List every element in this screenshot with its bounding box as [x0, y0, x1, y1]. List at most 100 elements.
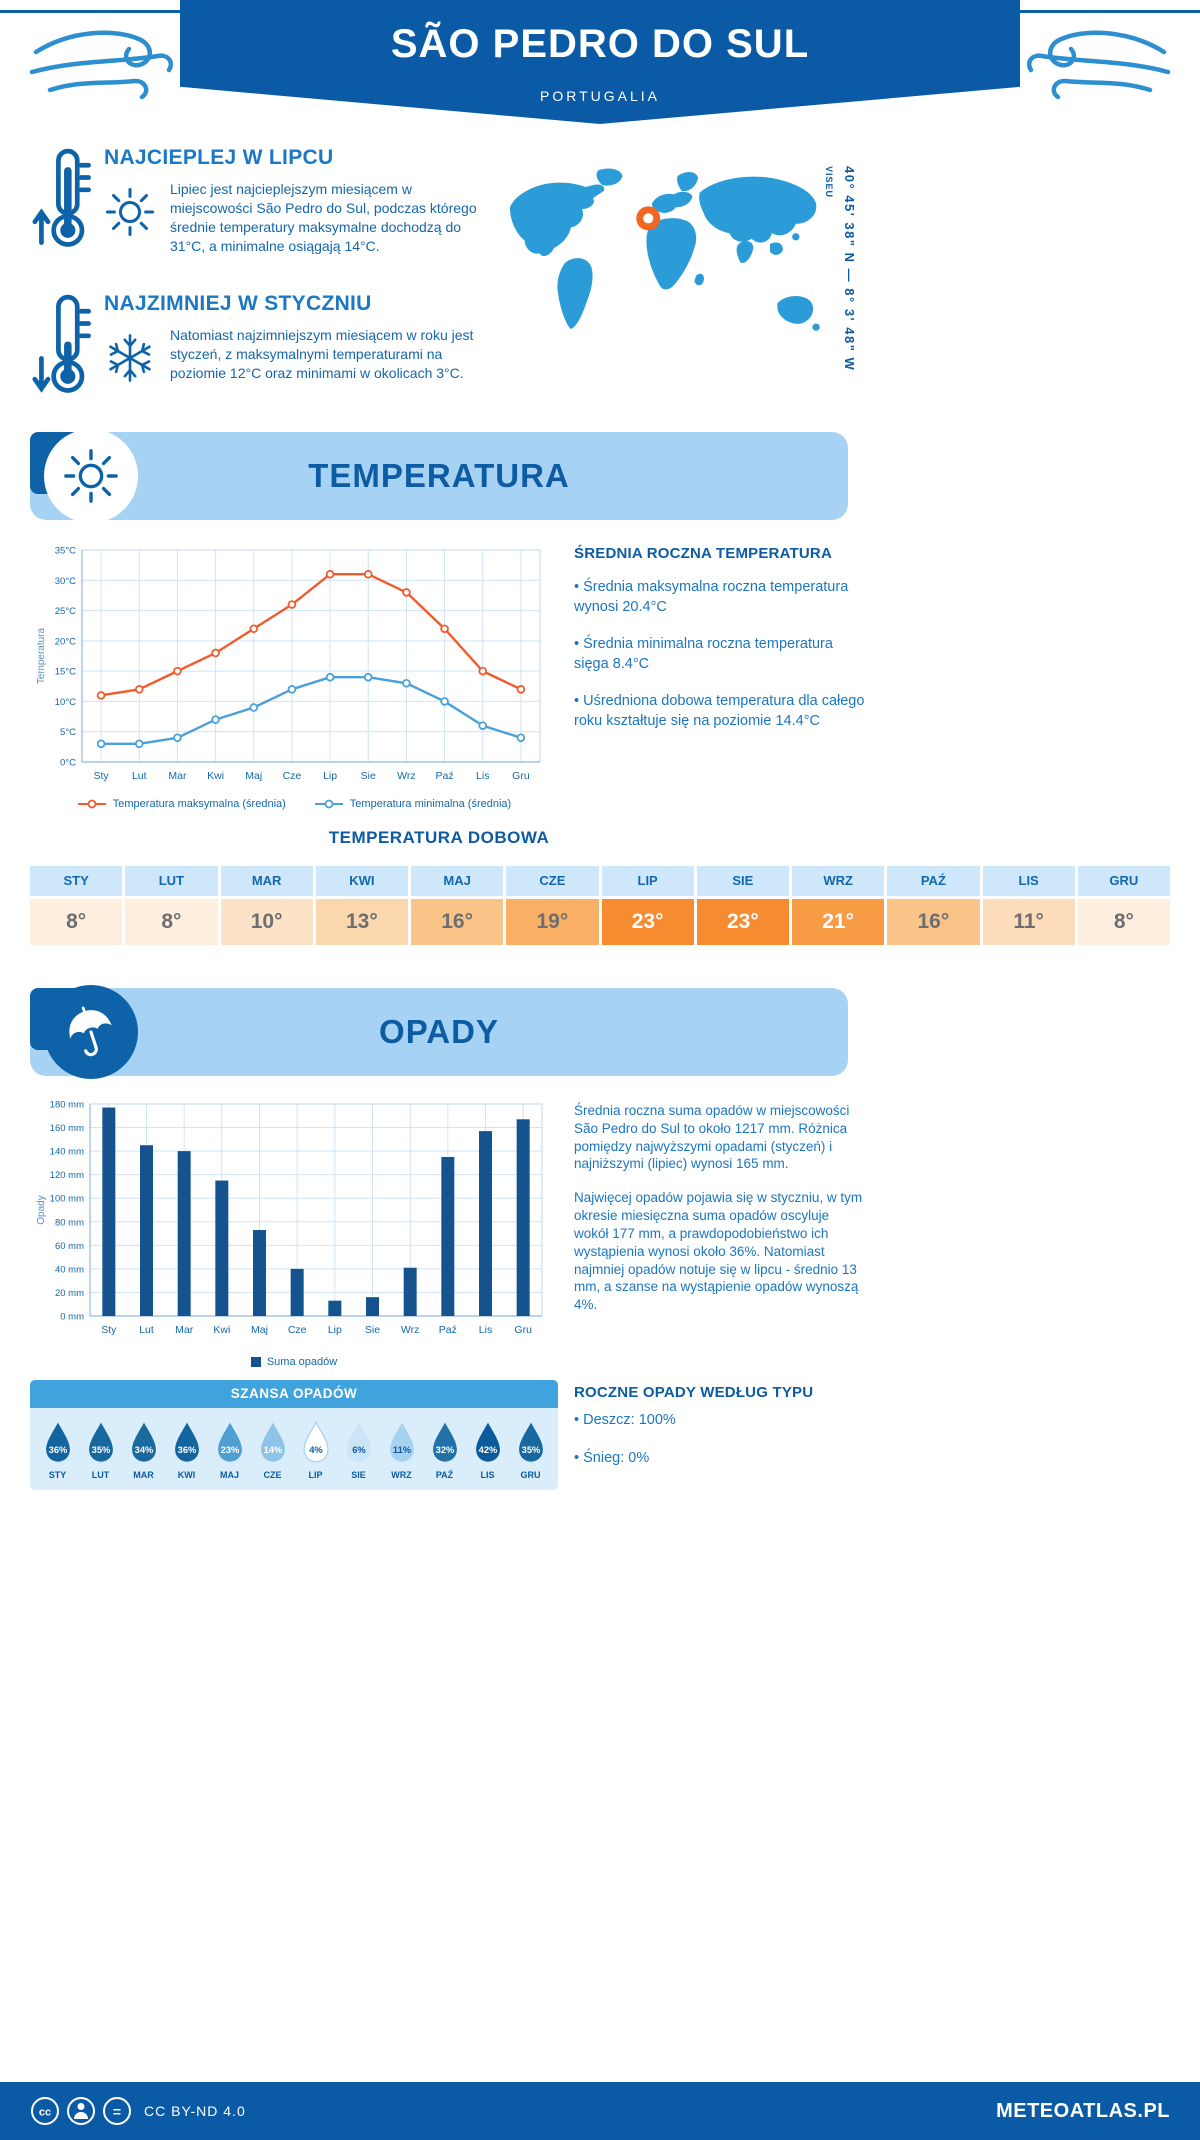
legend-item-min: Temperatura minimalna (średnia): [314, 798, 511, 810]
svg-text:Sty: Sty: [93, 770, 109, 782]
svg-text:Mar: Mar: [175, 1324, 194, 1336]
legend-precip-label: Suma opadów: [266, 1356, 338, 1368]
svg-text:Temperatura: Temperatura: [36, 627, 47, 684]
raindrop-icon: 42%: [475, 1422, 500, 1462]
raindrop-icon: 34%: [131, 1422, 156, 1462]
rain-chance-month-label: KWI: [177, 1470, 196, 1480]
precipitation-type-bullet: Śnieg: 0%: [574, 1449, 866, 1469]
svg-text:Sty: Sty: [101, 1324, 117, 1336]
rain-chance-item: 32% PAŹ: [423, 1420, 466, 1480]
svg-text:Lis: Lis: [476, 770, 489, 782]
creative-commons-icons: cc =: [31, 2097, 131, 2125]
rain-chance-item: 11% WRZ: [380, 1420, 423, 1480]
world-map: [497, 150, 829, 390]
raindrop-icon: 14%: [260, 1422, 285, 1462]
precipitation-bar-chart-svg: 0 mm 20 mm 40 mm 60 mm 80 mm 100 mm 120 mm 140 …: [36, 1100, 543, 1336]
raindrop-icon: 32%: [432, 1422, 457, 1462]
daily-temperature-heading: TEMPERATURA DOBOWA: [328, 828, 550, 847]
legend-item-max: Temperatura maksymalna (średnia): [77, 798, 286, 810]
precipitation-chart-legend: Suma opadów: [34, 1356, 554, 1368]
svg-text:=: =: [113, 2104, 121, 2120]
precipitation-section-title: OPADY: [379, 1013, 499, 1050]
svg-text:Cze: Cze: [288, 1324, 307, 1336]
coordinates-label: 40° 45' 38" N — 8° 3' 48" W: [842, 166, 857, 372]
svg-text:42%: 42%: [478, 1445, 497, 1455]
coldest-month-block: NAJZIMNIEJ W STYCZNIU Natomia: [32, 292, 502, 411]
svg-text:25°C: 25°C: [55, 606, 76, 617]
daily-table-value-cell: 10°: [220, 899, 313, 945]
daily-table-month-cell: MAJ: [411, 866, 504, 896]
svg-text:180 mm: 180 mm: [50, 1100, 84, 1111]
footer-bar: cc = CC BY-ND 4.0 METEOATLAS.PL: [0, 2082, 1200, 2140]
rain-chance-item: 35% LUT: [79, 1420, 122, 1480]
temperature-section-banner: TEMPERATURA: [30, 432, 848, 520]
svg-text:Sie: Sie: [365, 1324, 380, 1336]
rain-chance-item: 14% CZE: [251, 1420, 294, 1480]
svg-text:Wrz: Wrz: [397, 770, 415, 782]
daily-table-month-cell: GRU: [1077, 866, 1170, 896]
daily-table-month-cell: SIE: [696, 866, 789, 896]
daily-table-value-cell: 16°: [887, 899, 980, 945]
daily-table-value-cell: 8°: [125, 899, 218, 945]
daily-table-value-cell: 19°: [506, 899, 599, 945]
daily-table-value-cell: 8°: [1077, 899, 1170, 945]
brand-label: METEOATLAS.PL: [996, 2099, 1170, 2122]
precipitation-summary: Średnia roczna suma opadów w miejscowośc…: [574, 1102, 866, 1330]
daily-table-value-cell: 8°: [30, 899, 123, 945]
daily-table-month-cell: LIP: [601, 866, 694, 896]
wind-decoration-icon: [1026, 30, 1171, 100]
region-label: VISEU: [824, 166, 834, 199]
svg-text:cc: cc: [39, 2107, 51, 2119]
svg-text:Lut: Lut: [132, 770, 147, 782]
sun-icon: [64, 449, 118, 503]
temperature-section-title: TEMPERATURA: [308, 457, 570, 494]
precipitation-type-block: ROCZNE OPADY WEDŁUG TYPU Deszcz: 100% Śni…: [574, 1384, 866, 1486]
daily-table-month-cell: MAR: [220, 866, 313, 896]
svg-text:20°C: 20°C: [55, 636, 76, 647]
svg-text:Gru: Gru: [514, 1324, 532, 1336]
svg-text:Maj: Maj: [251, 1324, 268, 1336]
daily-table-value-cell: 23°: [696, 899, 789, 945]
svg-text:35°C: 35°C: [55, 546, 76, 557]
country-label: PORTUGALIA: [540, 88, 660, 104]
rain-chance-drops: 36% STY 35% LUT 34% MAR 36% KWI 23% MAJ 14% CZE 4% LI…: [30, 1408, 558, 1490]
daily-table-month-cell: LUT: [125, 866, 218, 896]
svg-text:32%: 32%: [435, 1445, 454, 1455]
rain-chance-month-label: GRU: [520, 1470, 541, 1480]
svg-text:34%: 34%: [134, 1445, 153, 1455]
svg-text:Opady: Opady: [36, 1195, 47, 1224]
svg-text:100 mm: 100 mm: [50, 1194, 84, 1205]
coldest-text: Natomiast najzimniejszym miesiącem w rok…: [170, 327, 474, 381]
temperature-line-chart-svg: 0°C 5°C 10°C 15°C 20°C 25°C 30°C 35°C Sty Lut Mar K…: [36, 546, 541, 782]
svg-text:Maj: Maj: [245, 770, 262, 782]
precipitation-paragraph-2: Najwięcej opadów pojawia się w styczniu,…: [574, 1190, 863, 1313]
legend-max-label: Temperatura maksymalna (średnia): [112, 798, 286, 810]
svg-text:Paź: Paź: [436, 770, 454, 782]
svg-text:80 mm: 80 mm: [55, 1217, 84, 1228]
sun-icon: [104, 186, 156, 243]
svg-text:Wrz: Wrz: [401, 1324, 419, 1336]
raindrop-icon: 35%: [88, 1422, 113, 1462]
svg-text:14%: 14%: [263, 1445, 282, 1455]
location-marker-icon: [636, 206, 661, 231]
svg-text:Kwi: Kwi: [213, 1324, 230, 1336]
svg-text:11%: 11%: [392, 1445, 411, 1455]
temperature-bullet: Średnia minimalna roczna temperatura się…: [574, 635, 866, 674]
temperature-chart: 0°C 5°C 10°C 15°C 20°C 25°C 30°C 35°C Sty Lut Mar K…: [34, 542, 554, 799]
svg-text:36%: 36%: [48, 1445, 67, 1455]
svg-text:36%: 36%: [177, 1445, 196, 1455]
daily-table-value-cell: 11°: [982, 899, 1075, 945]
raindrop-icon: 4%: [302, 1421, 329, 1463]
daily-table-month-cell: KWI: [315, 866, 408, 896]
svg-text:35%: 35%: [91, 1445, 110, 1455]
svg-text:15°C: 15°C: [55, 667, 76, 678]
title-banner: SÃO PEDRO DO SUL PORTUGALIA: [180, 0, 1020, 124]
temperature-bullet: Średnia maksymalna roczna temperatura wy…: [574, 578, 866, 617]
rain-chance-month-label: CZE: [263, 1470, 282, 1480]
rain-chance-month-label: MAR: [133, 1470, 154, 1480]
rain-chance-month-label: LIP: [308, 1470, 323, 1480]
svg-text:Mar: Mar: [168, 770, 187, 782]
rain-chance-item: 6% SIE: [337, 1420, 380, 1480]
rain-chance-item: 42% LIS: [466, 1420, 509, 1480]
